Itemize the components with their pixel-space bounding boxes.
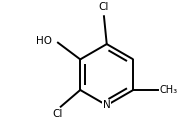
Text: Cl: Cl <box>99 2 109 12</box>
Text: Cl: Cl <box>53 109 63 120</box>
Text: HO: HO <box>36 36 52 46</box>
Text: N: N <box>103 100 111 110</box>
Text: CH₃: CH₃ <box>159 85 177 95</box>
